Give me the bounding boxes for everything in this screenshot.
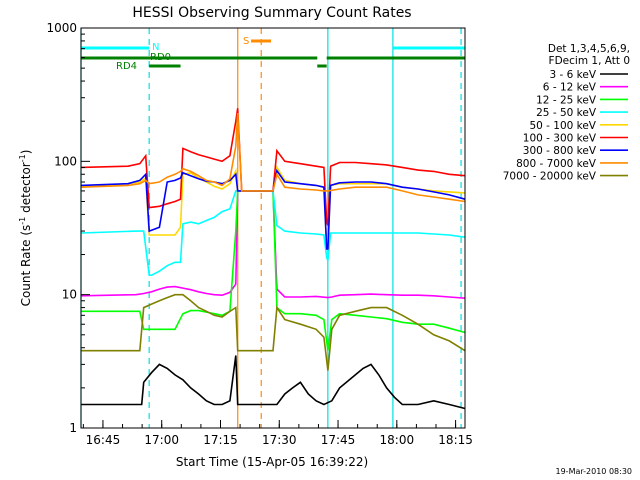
y-label-sup1: -1: [18, 217, 27, 225]
y-label-sup2: -1: [18, 154, 27, 162]
legend-label-0: 3 - 6 keV: [549, 69, 596, 81]
series-line-2: [81, 190, 466, 351]
y-label-mid: detector: [19, 162, 33, 217]
x-axis-label: Start Time (15-Apr-05 16:39:22): [176, 455, 368, 469]
legend-label-7: 800 - 7000 keV: [516, 158, 597, 170]
plot-frame: [80, 27, 466, 429]
legend-header-0: Det 1,3,4,5,6,9,: [548, 43, 630, 55]
y-tick-label-0: 1: [69, 421, 77, 435]
flag-label-rd0: RD0: [150, 52, 171, 63]
legend-label-3: 25 - 50 keV: [536, 107, 597, 119]
series-line-0: [81, 355, 466, 410]
y-label-end: ): [19, 150, 33, 155]
legend: Det 1,3,4,5,6,9,FDecim 1, Att 0 3 - 6 keV…: [503, 43, 630, 183]
legend-label-4: 50 - 100 keV: [529, 120, 596, 132]
legend-label-1: 6 - 12 keV: [543, 82, 597, 94]
y-label-main: Count Rate (s: [19, 225, 33, 307]
x-tick-label-2: 17:15: [203, 433, 238, 447]
legend-label-6: 300 - 800 keV: [523, 145, 597, 157]
series-line-7: [80, 113, 466, 203]
timestamp: 19-Mar-2010 08:30: [556, 467, 633, 476]
flag-label-rd4: RD4: [116, 61, 137, 72]
flag-label-n: N: [152, 42, 159, 53]
y-axis-label: Count Rate (s-1 detector-1): [18, 150, 33, 307]
x-tick-label-3: 17:30: [262, 433, 297, 447]
x-tick-label-5: 18:00: [380, 433, 415, 447]
flag-label-s: S: [243, 36, 249, 47]
y-tick-label-2: 100: [54, 154, 77, 168]
x-tick-label-0: 16:45: [86, 433, 121, 447]
x-tick-label-1: 17:00: [144, 433, 179, 447]
legend-label-8: 7000 - 20000 keV: [503, 171, 597, 183]
y-tick-label-3: 1000: [46, 21, 77, 35]
legend-label-5: 100 - 300 keV: [523, 133, 597, 145]
series-line-8: [81, 293, 466, 371]
y-tick-label-1: 10: [62, 288, 77, 302]
legend-label-2: 12 - 25 keV: [536, 94, 597, 106]
legend-header-1: FDecim 1, Att 0: [549, 55, 630, 67]
chart-title: HESSI Observing Summary Count Rates: [132, 5, 411, 21]
x-tick-label-4: 17:45: [321, 433, 356, 447]
x-tick-label-6: 18:15: [438, 433, 473, 447]
